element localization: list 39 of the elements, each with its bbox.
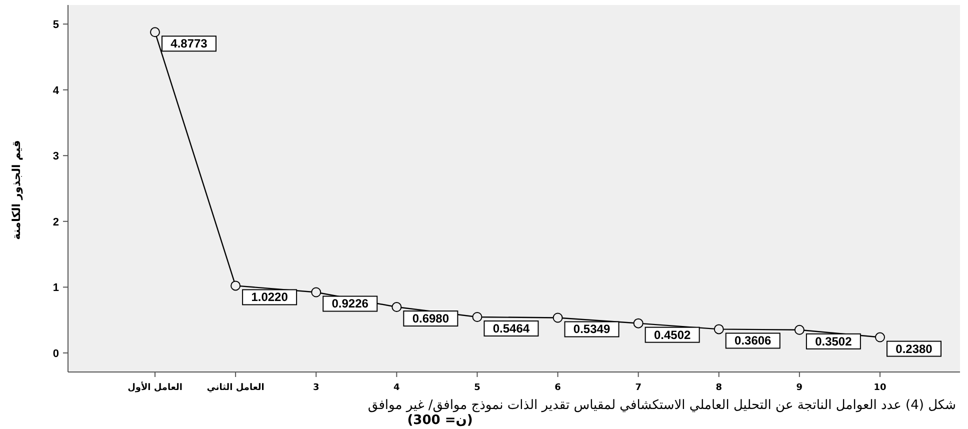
data-label: 0.3606 [734,334,772,348]
point [150,27,160,38]
y-tick-label: 1 [52,282,59,294]
point [472,312,482,322]
point [714,324,724,334]
data-label: 0.2380 [896,342,933,356]
x-tick-label: 4 [394,383,400,393]
x-tick-label: 6 [554,383,561,393]
data-label: 0.9226 [332,296,369,311]
text: (ن= 300) [407,413,473,428]
point [230,280,241,291]
data-label: 0.3502 [815,334,852,348]
data-label: 0.5349 [573,322,610,336]
x-tick-label: العامل الأول [128,381,182,393]
data-label: 0.4502 [654,328,692,342]
data-label: 1.0220 [251,290,288,304]
y-tick-label: 3 [52,150,59,163]
x-tick-label: 3 [312,383,320,393]
point [392,302,402,312]
point [794,324,804,335]
x-tick-label: 5 [474,383,480,393]
y-tick-label: 2 [52,216,59,228]
x-tick-label: العامل الثاني [206,383,264,393]
y-tick-label: 5 [52,19,59,32]
point [875,332,885,342]
x-axis-title: شكل (4) عدد العوامل الناتجة عن التحليل العاملي الاستكشافي لمقياس تقدير الذات نموذج موافق/ غير موافق [368,398,956,413]
point [633,318,644,328]
y-axis-title: قيم الجذور الكامنة [10,140,23,240]
point [552,312,563,323]
x-tick-label: 10 [874,383,886,393]
x-tick-label: 7 [635,383,642,393]
y-tick-label: 4 [52,84,60,97]
x-tick-label: 9 [796,383,803,393]
data-label: 0.6980 [412,312,450,326]
point [311,287,322,298]
y-tick-label: 0 [52,348,59,360]
data-label: 4.8773 [170,36,208,51]
data-label: 0.5464 [492,321,530,336]
x-tick-label: 8 [716,383,722,393]
